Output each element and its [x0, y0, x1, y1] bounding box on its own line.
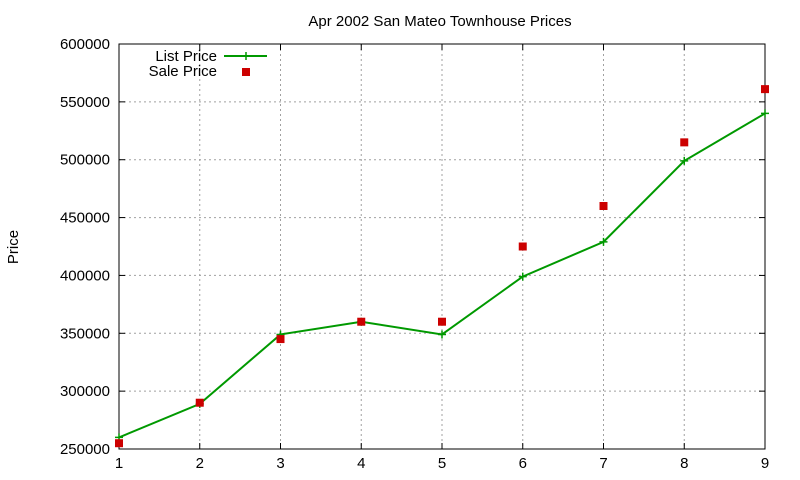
y-tick-label: 250000: [60, 441, 110, 458]
list-price-point: [518, 272, 527, 281]
y-tick-label: 550000: [60, 94, 110, 111]
legend-label-list-price: List Price: [155, 48, 217, 65]
y-tick-label: 350000: [60, 325, 110, 342]
list-price-point: [761, 109, 769, 118]
x-tick-label: 6: [519, 455, 527, 472]
x-tick-label: 5: [438, 455, 446, 472]
legend-label-sale-price: Sale Price: [149, 63, 217, 80]
y-tick-label: 500000: [60, 152, 110, 169]
sale-price-point: [599, 202, 608, 210]
chart-title: Apr 2002 San Mateo Townhouse Prices: [308, 13, 571, 30]
list-price-point: [599, 237, 608, 246]
list-price-point: [438, 330, 446, 339]
sale-price-point: [276, 335, 285, 344]
grid: [119, 44, 765, 449]
sale-price-point: [195, 398, 204, 407]
x-tick-label: 3: [276, 455, 284, 472]
legend: List Price Sale Price: [149, 48, 267, 80]
x-tick-label: 2: [196, 455, 204, 472]
legend-marker-list-price: [242, 52, 250, 60]
legend-marker-sale-price: [242, 68, 250, 76]
sale-price-point: [115, 439, 123, 448]
series: [115, 85, 769, 448]
y-tick-label: 300000: [60, 383, 110, 400]
axis-ticks: 1 2 3 4 5 6 7 8 9 250000 300000 350000 400000 450000 5…: [60, 36, 769, 472]
x-tick-label: 4: [357, 455, 365, 472]
sale-price-point: [518, 242, 527, 251]
sale-price-point: [761, 85, 769, 94]
y-tick-label: 450000: [60, 210, 110, 227]
x-tick-label: 7: [599, 455, 607, 472]
y-axis-label: Price: [5, 230, 22, 264]
x-tick-label: 1: [115, 455, 123, 472]
sale-price-point: [438, 317, 446, 326]
y-tick-label: 600000: [60, 36, 110, 53]
x-tick-label: 8: [680, 455, 688, 472]
y-tick-label: 400000: [60, 267, 110, 284]
sale-price-point: [357, 317, 366, 326]
sale-price-point: [680, 138, 689, 147]
list-price-point: [680, 156, 689, 165]
x-tick-label: 9: [761, 455, 769, 472]
